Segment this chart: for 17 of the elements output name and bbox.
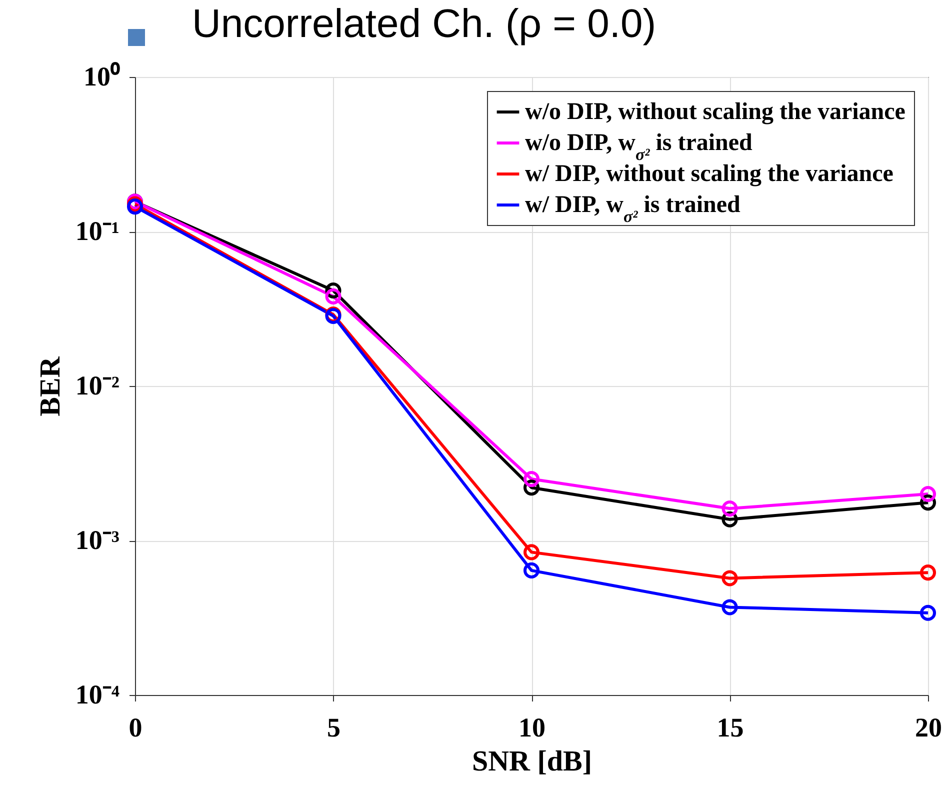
y-axis-title: BER: [34, 356, 66, 416]
x-axis-title: SNR [dB]: [472, 746, 592, 778]
x-tick-label: 0: [128, 712, 142, 742]
y-tick-label: 10⁻²: [75, 370, 120, 400]
y-tick-label: 10⁻³: [75, 525, 120, 555]
legend-label: w/o DIP, w$_{σ²}$ is trained: [525, 130, 754, 164]
legend-label: w/o DIP, without scaling the variance: [525, 99, 906, 125]
legend-label: w/ DIP, w$_{σ²}$ is trained: [525, 192, 742, 226]
y-tick-label: 10⁻⁴: [75, 680, 120, 710]
x-tick-label: 5: [327, 712, 340, 742]
x-tick-label: 10: [518, 712, 546, 742]
chart-title: Uncorrelated Ch. (ρ = 0.0): [192, 1, 656, 48]
y-tick-label: 10⁰: [84, 62, 120, 92]
legend-label: w/ DIP, without scaling the variance: [525, 161, 894, 187]
x-tick-label: 15: [716, 712, 744, 742]
y-tick-label: 10⁻¹: [75, 216, 120, 246]
x-tick-label: 20: [915, 712, 942, 742]
